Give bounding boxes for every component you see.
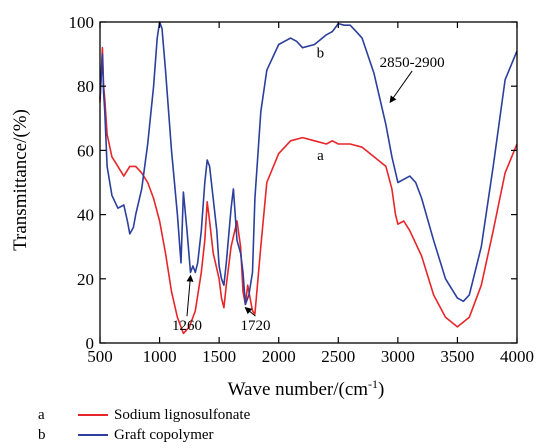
series-line-b [99, 21, 518, 306]
annotation-1260: 1260 [172, 318, 202, 334]
annotations: b a 2850-2900 1260 1720 [172, 45, 445, 334]
y-tick-label: 100 [69, 13, 95, 32]
annotation-arrow [186, 274, 194, 317]
annotation-2850-2900: 2850-2900 [380, 55, 445, 71]
y-axis-label: Transmittance/(%) [10, 109, 31, 251]
x-tick-label: 4000 [500, 347, 534, 366]
y-tick-label: 40 [77, 206, 94, 225]
legend-label-b: Graft copolymer [114, 426, 214, 443]
y-tick-label: 60 [77, 141, 94, 160]
curve-label-a: a [317, 148, 324, 164]
legend-label-a: Sodium lignosulfonate [114, 406, 251, 423]
legend-item-a: a Sodium lignosulfonate [38, 405, 338, 425]
y-tick-label: 80 [77, 77, 94, 96]
plot-frame [99, 21, 518, 344]
curve-label-b: b [317, 45, 325, 61]
legend-swatch-a [78, 414, 108, 416]
x-tick-label: 1500 [202, 347, 236, 366]
legend-item-b: b Graft copolymer [38, 425, 338, 445]
annotation-arrow [389, 70, 413, 104]
x-tick-label: 2500 [321, 347, 355, 366]
annotation-1720: 1720 [240, 318, 270, 334]
y-tick-label: 20 [77, 270, 94, 289]
legend-key-b: b [38, 426, 46, 443]
x-tick-label: 3000 [381, 347, 415, 366]
x-tick-label: 3500 [440, 347, 474, 366]
axis-ticks: 500 1000 1500 2000 2500 3000 3500 4000 0 20 40 60 80… [69, 13, 535, 366]
legend-swatch-b [78, 434, 108, 436]
plot-lines [99, 21, 518, 335]
x-tick-label: 500 [87, 347, 113, 366]
x-tick-label: 2000 [262, 347, 296, 366]
y-tick-label: 0 [86, 334, 95, 353]
legend-key-a: a [38, 406, 45, 423]
ftir-chart: 500 1000 1500 2000 2500 3000 3500 4000 0 20 40 60 80… [10, 13, 535, 400]
x-tick-label: 1000 [143, 347, 177, 366]
annotation-arrow [244, 307, 256, 317]
x-axis-label: Wave number/(cm-1) [228, 377, 385, 400]
series-line-a [99, 46, 518, 335]
